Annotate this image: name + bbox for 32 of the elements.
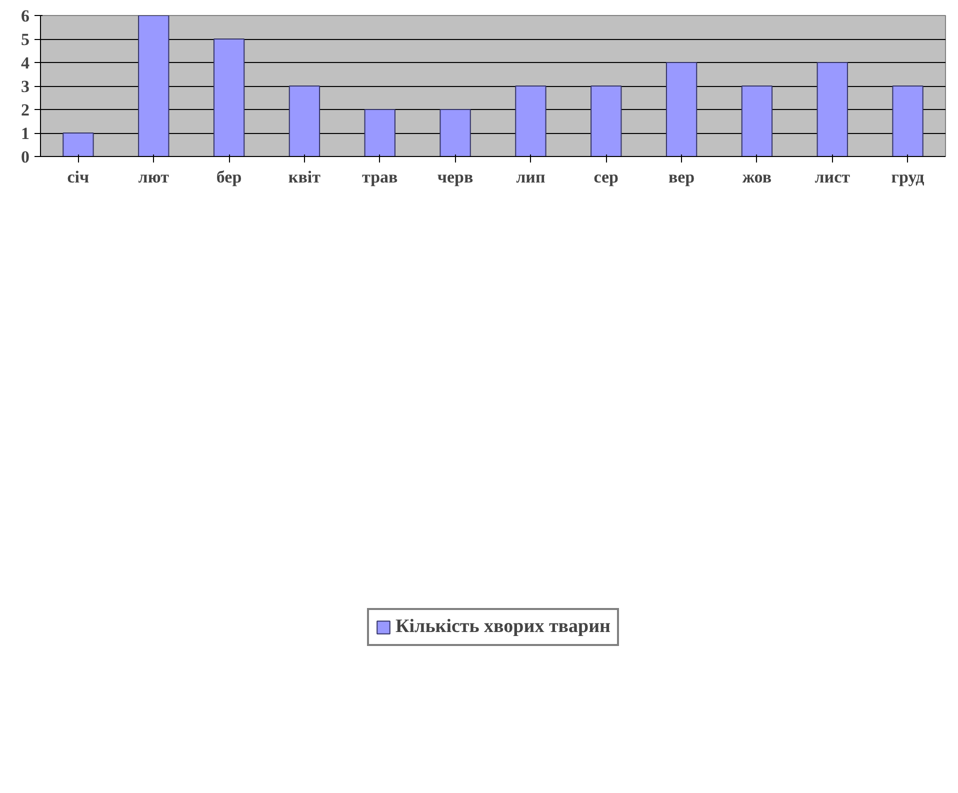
- x-tick-label: вер: [668, 168, 695, 186]
- x-tick-label: січ: [67, 168, 90, 186]
- bar: [666, 62, 698, 156]
- bar: [590, 86, 622, 156]
- y-tick-label: 2: [21, 100, 30, 120]
- bar: [213, 38, 245, 156]
- x-tick-label: лип: [516, 168, 546, 186]
- bar: [892, 86, 924, 156]
- y-tick-label: 3: [21, 77, 30, 96]
- x-tick-label: черв: [437, 168, 474, 186]
- x-tick-label: трав: [362, 168, 398, 186]
- x-tick-label: лют: [138, 168, 170, 186]
- x-tick-label: сер: [594, 168, 619, 186]
- bar: [364, 109, 396, 156]
- bar: [62, 132, 94, 156]
- x-tick-label: бер: [216, 168, 242, 186]
- x-tick-label: лист: [814, 168, 851, 186]
- y-tick-label: 0: [21, 148, 30, 166]
- y-tick-label: 5: [21, 30, 30, 49]
- bar: [515, 86, 546, 156]
- x-tick-label: груд: [891, 168, 925, 186]
- bar: [816, 62, 848, 156]
- bar: [741, 86, 773, 156]
- bar: [440, 109, 471, 156]
- y-tick-label: 4: [21, 54, 30, 72]
- bar: [288, 86, 320, 156]
- y-tick-label: 1: [21, 124, 30, 143]
- x-tick-label: квіт: [288, 168, 322, 186]
- legend-label: Кількість хворих тварин: [395, 616, 611, 638]
- bar: [138, 16, 170, 156]
- x-tick-label: жов: [742, 168, 772, 186]
- y-tick-label: 6: [21, 6, 30, 26]
